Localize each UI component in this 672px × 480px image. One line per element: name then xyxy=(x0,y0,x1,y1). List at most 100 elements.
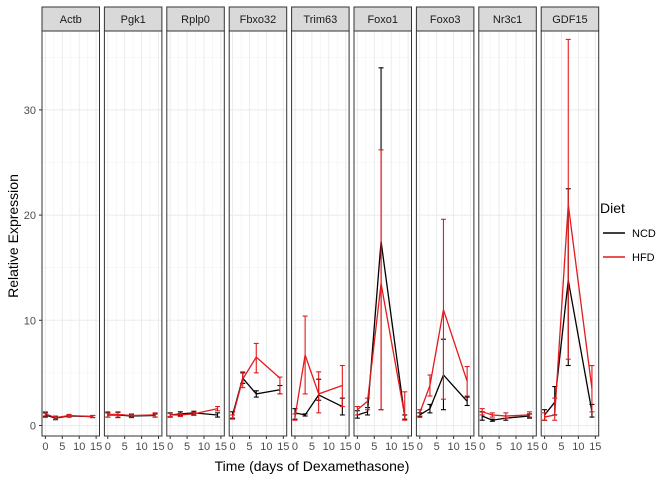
x-tick-label: 5 xyxy=(122,441,128,453)
facet-strip xyxy=(415,6,475,32)
panel-border xyxy=(291,30,350,437)
x-tick-label: 0 xyxy=(542,441,548,453)
y-tick-label: 20 xyxy=(24,210,36,222)
series-line xyxy=(107,413,156,417)
x-tick-label: 10 xyxy=(260,441,272,453)
facet-panel-pgk1: Pgk1 0 5 10 15 xyxy=(103,6,165,453)
x-tick-label: 15 xyxy=(402,441,414,453)
x-tick-label: 5 xyxy=(59,441,65,453)
series-line xyxy=(544,204,593,418)
facet-strip-label: GDF15 xyxy=(552,14,587,26)
facet-panel-fbxo32: Fbxo32 0 5 10 15 xyxy=(228,6,289,453)
x-tick-label: 0 xyxy=(230,441,236,453)
x-tick-label: 5 xyxy=(309,441,315,453)
facet-strip-label: Pgk1 xyxy=(121,14,146,26)
series-line xyxy=(294,394,343,416)
legend-title: Diet xyxy=(600,200,625,216)
facet-panel-actb: Actb 0 5 10 15 xyxy=(41,6,102,453)
x-tick-label: 5 xyxy=(371,441,377,453)
x-tick-label: 10 xyxy=(135,441,147,453)
y-axis: 0 10 20 30 xyxy=(24,105,42,432)
facet-strip xyxy=(478,6,537,32)
x-axis-title: Time (days of Dexamethasone) xyxy=(215,458,410,474)
facet-strip xyxy=(291,6,350,32)
series-hfd xyxy=(417,218,470,417)
x-tick-label: 0 xyxy=(42,441,48,453)
facet-panel-foxo3: Foxo3 0 5 10 15 xyxy=(415,6,477,453)
panel-border xyxy=(478,30,537,437)
y-tick-label: 10 xyxy=(24,315,36,327)
series-hfd xyxy=(542,38,595,421)
series-line xyxy=(231,356,281,418)
panel-border xyxy=(41,30,100,437)
facet-strip-label: Rplp0 xyxy=(181,14,210,26)
y-axis-title: Relative Expression xyxy=(5,174,21,298)
x-tick-label: 15 xyxy=(277,441,289,453)
x-tick-label: 0 xyxy=(105,441,111,453)
x-tick-label: 10 xyxy=(323,441,335,453)
series-hfd xyxy=(42,411,96,420)
series-line xyxy=(544,280,593,416)
facet-strip xyxy=(353,6,412,32)
x-tick-label: 15 xyxy=(152,441,164,453)
facet-panel-nr3c1: Nr3c1 0 5 10 15 xyxy=(478,6,539,453)
panel-border xyxy=(353,30,412,437)
x-tick-label: 10 xyxy=(572,441,584,453)
panel-border xyxy=(228,30,288,437)
series-hfd xyxy=(292,315,345,421)
x-tick-label: 15 xyxy=(589,441,601,453)
x-tick-label: 15 xyxy=(527,441,539,453)
panel-border xyxy=(166,30,225,437)
x-tick-label: 5 xyxy=(434,441,440,453)
x-tick-label: 0 xyxy=(479,441,485,453)
facet-strip xyxy=(103,6,163,32)
legend-label-hfd: HFD xyxy=(632,252,655,264)
series-line xyxy=(294,354,343,418)
x-tick-label: 5 xyxy=(496,441,502,453)
x-tick-label: 5 xyxy=(184,441,190,453)
facet-panel-gdf15: GDF15 0 5 10 15 xyxy=(540,6,601,453)
facet-strip-label: Nr3c1 xyxy=(493,14,522,26)
x-tick-label: 0 xyxy=(417,441,423,453)
x-tick-label: 15 xyxy=(340,441,352,453)
x-tick-label: 0 xyxy=(354,441,360,453)
series-hfd xyxy=(105,411,158,418)
facet-panel-rplp0: Rplp0 0 5 10 15 xyxy=(166,6,227,453)
series-hfd xyxy=(167,405,221,418)
y-tick-label: 30 xyxy=(24,105,36,117)
series-hfd xyxy=(479,408,533,419)
x-tick-label: 10 xyxy=(510,441,522,453)
x-tick-label: 5 xyxy=(558,441,564,453)
x-tick-label: 0 xyxy=(167,441,173,453)
series-line xyxy=(481,415,530,421)
facet-panel-foxo1: Foxo1 0 5 10 15 xyxy=(353,6,414,453)
x-tick-label: 15 xyxy=(215,441,227,453)
x-tick-label: 15 xyxy=(464,441,476,453)
series-line xyxy=(481,411,530,417)
x-tick-label: 10 xyxy=(385,441,397,453)
series-hfd xyxy=(354,149,408,421)
series-line xyxy=(356,283,406,417)
series-line xyxy=(45,413,93,419)
facet-panel-trim63: Trim63 0 5 10 15 xyxy=(291,6,352,453)
facet-strip-label: Actb xyxy=(60,14,82,26)
series-line xyxy=(357,241,406,418)
facet-strip xyxy=(166,6,225,32)
panel-border xyxy=(415,30,475,437)
legend: Diet NCD HFD xyxy=(600,200,656,264)
facet-strip xyxy=(41,6,100,32)
x-tick-label: 15 xyxy=(90,441,102,453)
facet-strip-label: Fbxo32 xyxy=(240,14,277,26)
x-tick-label: 10 xyxy=(198,441,210,453)
facet-strip-label: Foxo3 xyxy=(430,14,461,26)
series-line xyxy=(170,408,218,416)
series-hfd xyxy=(230,342,283,420)
x-tick-label: 5 xyxy=(246,441,252,453)
panel-border xyxy=(103,30,163,437)
x-tick-label: 10 xyxy=(73,441,85,453)
x-tick-label: 0 xyxy=(292,441,298,453)
y-tick-label: 0 xyxy=(30,420,36,432)
facet-strip xyxy=(540,6,600,32)
